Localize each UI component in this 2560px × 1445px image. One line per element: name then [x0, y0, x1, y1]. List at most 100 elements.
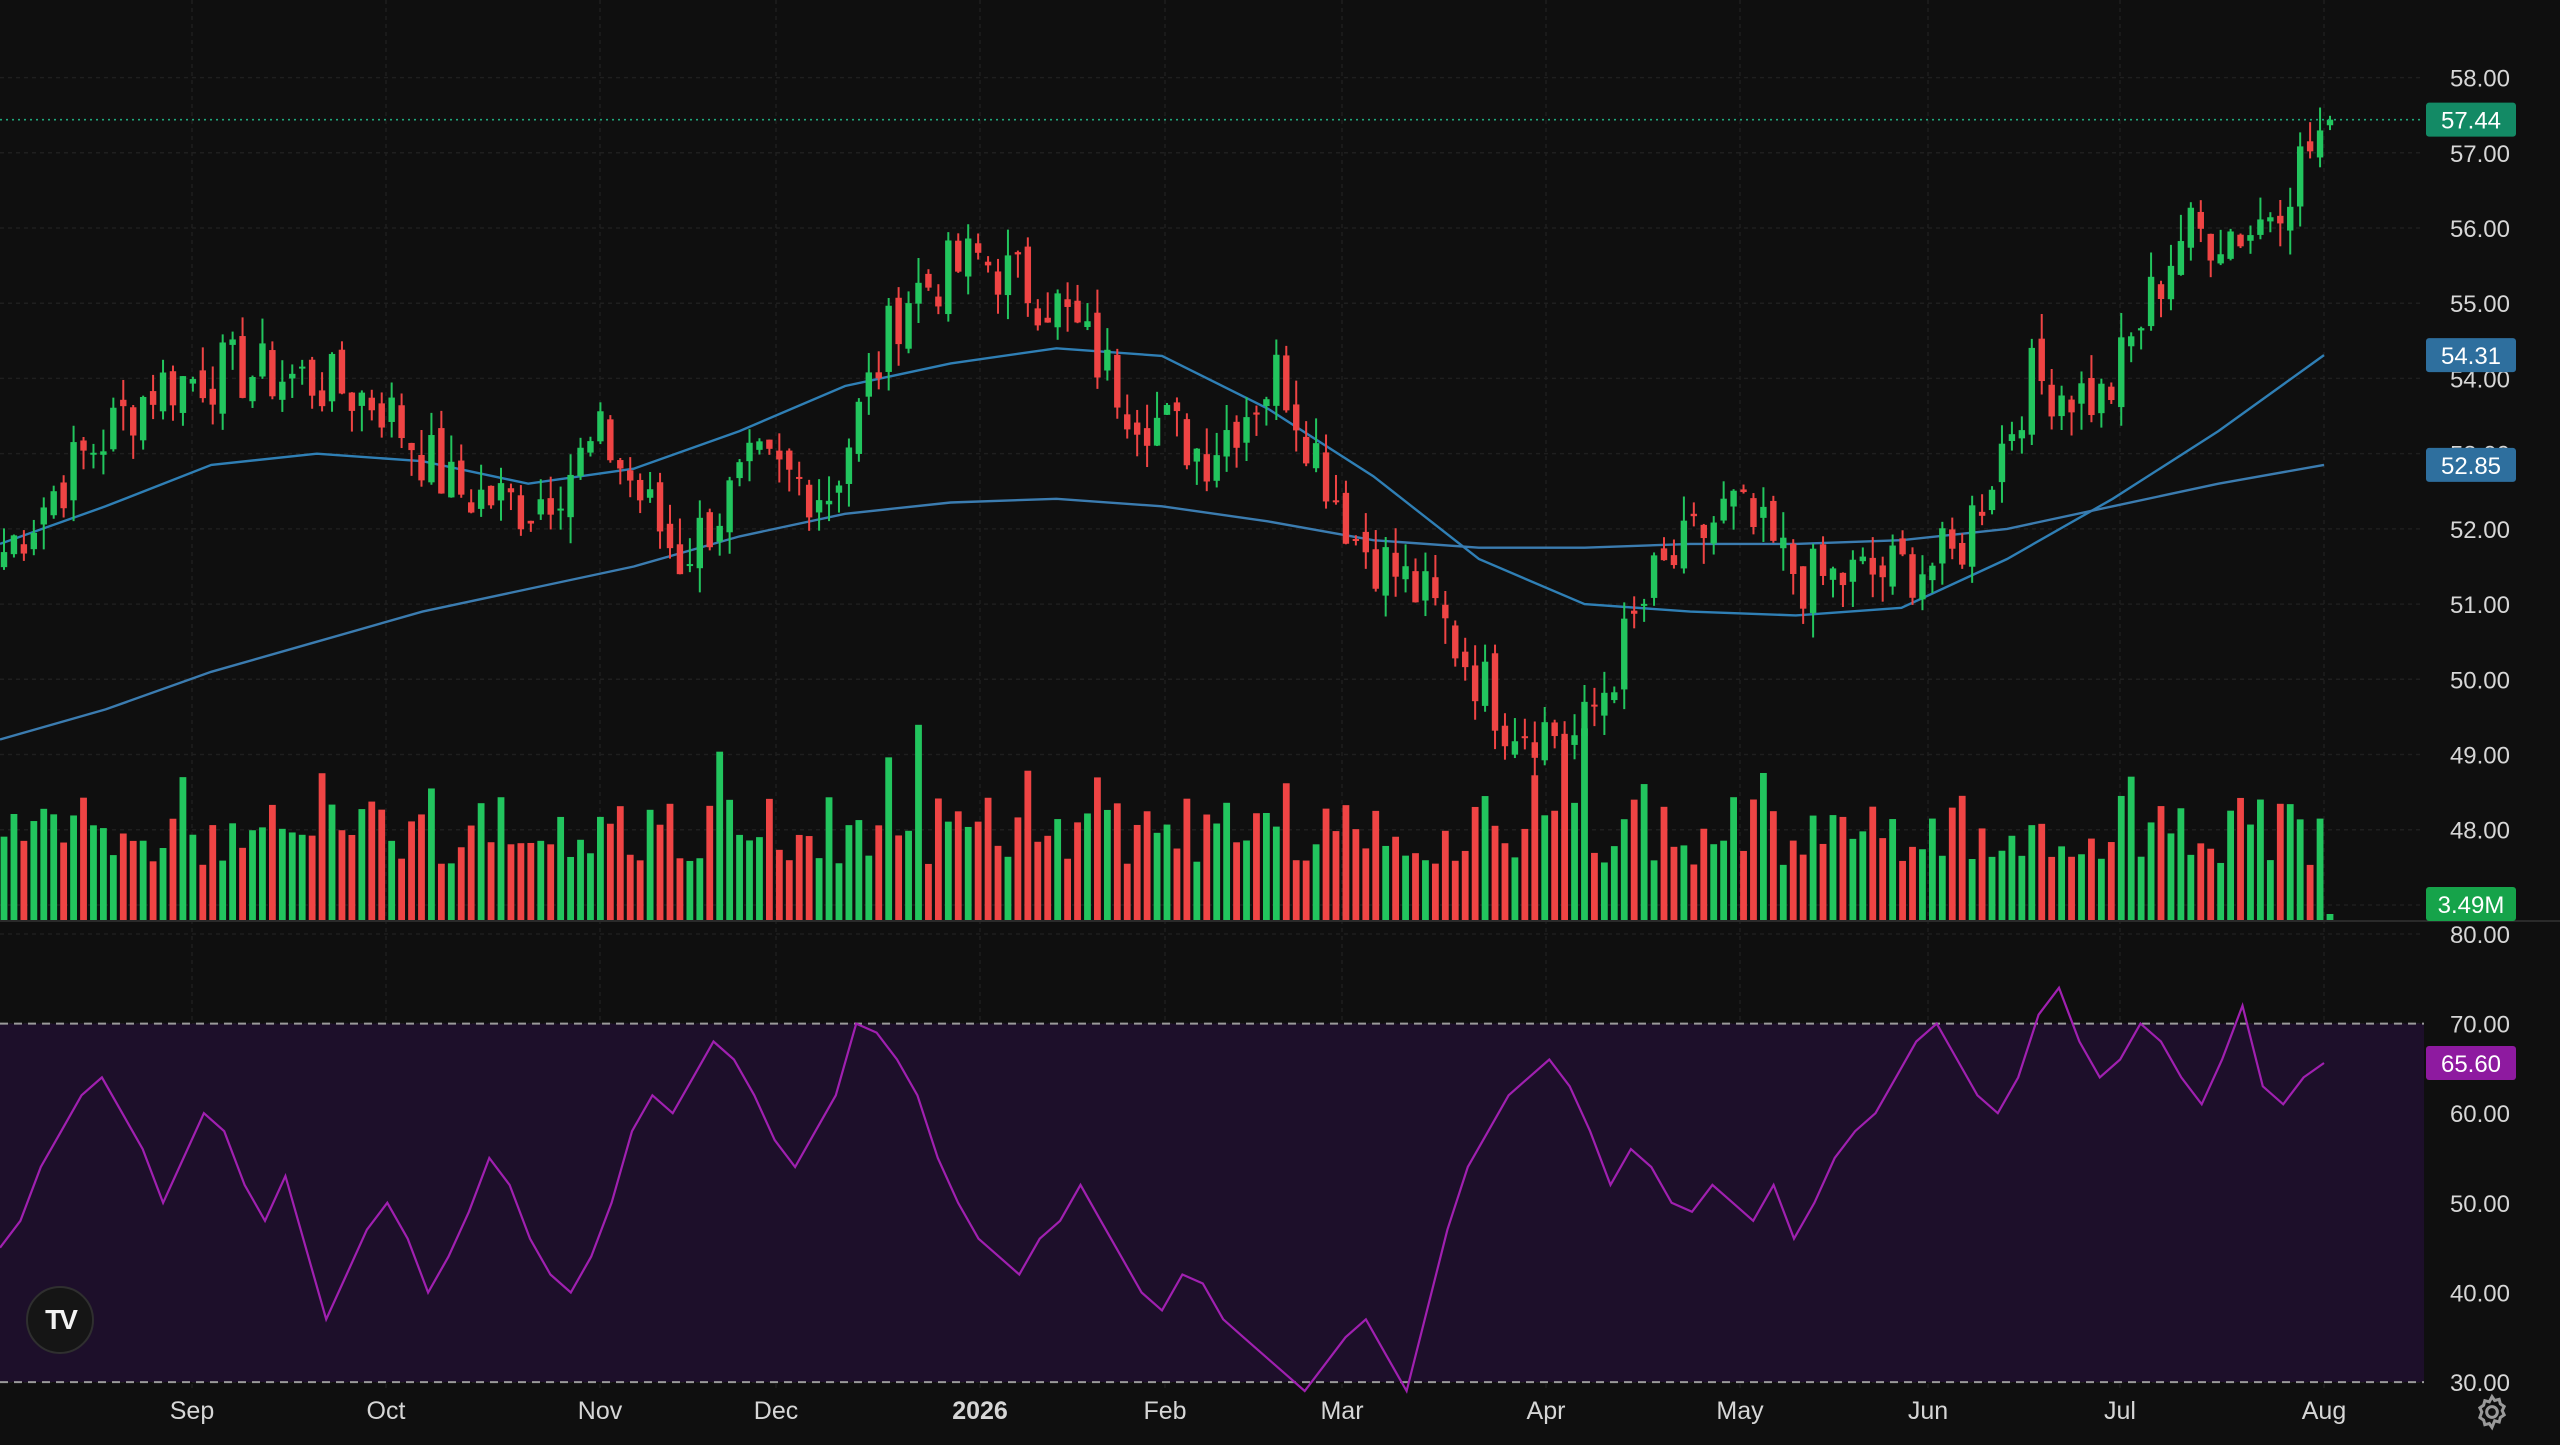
candle-body: [1133, 422, 1141, 435]
volume-bar: [974, 821, 982, 920]
volume-bar: [129, 840, 137, 920]
ma-fast-badge-text: 54.31: [2441, 343, 2501, 370]
volume-bar: [497, 797, 505, 920]
candle-body: [1054, 293, 1061, 328]
volume-bar: [239, 847, 246, 920]
volume-bar: [587, 853, 594, 920]
volume-bar: [527, 842, 535, 920]
volume-bar: [507, 844, 515, 920]
volume-bar: [2187, 854, 2195, 920]
volume-bar: [795, 834, 803, 920]
volume-bar: [984, 797, 992, 920]
volume-bar: [388, 840, 396, 920]
candle-body: [2157, 284, 2165, 300]
candle-body: [1929, 565, 1936, 581]
volume-bar: [1928, 818, 1936, 920]
volume-bar: [915, 724, 922, 920]
candle-body: [1044, 317, 1051, 323]
candle-body: [1760, 506, 1767, 518]
volume-bar: [1163, 824, 1171, 920]
candle-body: [338, 349, 346, 394]
volume-bar: [1769, 811, 1777, 920]
volume-bar: [785, 860, 793, 920]
candle-body: [1531, 742, 1538, 758]
candle-body: [577, 447, 584, 477]
volume-bar: [756, 837, 763, 920]
candle-body: [2147, 276, 2155, 327]
time-axis[interactable]: Sep Oct Nov Dec 2026 Feb Mar Apr May Jun Jul Aug: [170, 1397, 2346, 1425]
rsi-axis[interactable]: 80.00 70.00 60.00 50.00 40.00 30.00: [2450, 922, 2510, 1397]
rsi-band-fill: [0, 1023, 2424, 1383]
volume-bar: [1094, 777, 1101, 920]
candle-body: [1094, 312, 1101, 378]
candle-body: [1680, 520, 1688, 569]
candle-body: [2296, 146, 2304, 207]
rsi-tick-label: 30.00: [2450, 1370, 2510, 1397]
volume-bar: [1382, 845, 1390, 920]
tradingview-logo-icon[interactable]: TV: [26, 1286, 94, 1354]
rsi-badge-bg: [2426, 1046, 2516, 1081]
candle-body: [636, 479, 644, 501]
volume-bar: [746, 840, 753, 920]
candle-body: [458, 460, 465, 495]
volume-bar: [1730, 797, 1737, 920]
volume-bar: [1183, 798, 1191, 920]
candle-body: [1859, 556, 1867, 562]
candle-body: [259, 343, 266, 377]
volume-bar: [1103, 809, 1111, 920]
volume-bar: [1332, 831, 1340, 920]
rsi-line: [0, 985, 2325, 1394]
candle-body: [1382, 547, 1389, 596]
candle-body: [825, 500, 833, 505]
volume-bar: [338, 830, 346, 920]
candle-body: [1799, 566, 1807, 609]
volume-bar: [1292, 860, 1300, 920]
candle-body: [646, 489, 654, 498]
candle-body: [10, 535, 18, 555]
candle-body: [1959, 542, 1966, 565]
moving-averages: [0, 347, 2325, 741]
candle-body: [1283, 355, 1290, 411]
candle-body: [1462, 651, 1469, 668]
volume-bar: [825, 797, 833, 920]
candle-body: [2247, 235, 2254, 241]
candle-body: [865, 372, 872, 397]
candle-body: [1700, 524, 1707, 539]
candle-body: [815, 500, 823, 513]
rsi-badge: 65.60: [2426, 1046, 2516, 1081]
candle-body: [1004, 255, 1012, 296]
volume-bar: [557, 816, 565, 920]
candles: [0, 107, 2334, 783]
volume-bar: [895, 835, 903, 920]
ma-slow-badge-text: 52.85: [2441, 453, 2501, 480]
price-axis[interactable]: 58.0057.0056.0055.0054.0053.0052.0051.00…: [2450, 66, 2510, 920]
volume-bar: [2197, 843, 2205, 920]
candle-body: [776, 450, 783, 460]
volume-bar: [437, 863, 445, 920]
volume-bar: [2296, 819, 2304, 920]
candle-body: [2197, 211, 2204, 229]
candle-body: [477, 489, 485, 509]
gear-icon[interactable]: [2472, 1392, 2512, 1432]
price-badge-text: 57.44: [2441, 108, 2501, 135]
price-tick-label: 56.00: [2450, 216, 2510, 243]
rsi-tick-label: 60.00: [2450, 1101, 2510, 1128]
time-tick-label: May: [1716, 1397, 1764, 1425]
candle-body: [1611, 692, 1618, 701]
volume-bar: [1422, 860, 1429, 920]
candle-body: [1362, 531, 1370, 553]
candle-body: [1412, 571, 1419, 603]
candle-body: [130, 407, 137, 436]
candle-body: [1889, 545, 1896, 587]
candle-body: [2018, 430, 2026, 439]
candle-body: [279, 381, 286, 400]
time-tick-label: Apr: [1527, 1397, 1566, 1425]
candle-body: [1064, 299, 1071, 307]
time-tick-label: 2026: [952, 1397, 1008, 1425]
candle-body: [1839, 572, 1847, 586]
volume-bar: [1700, 828, 1708, 920]
volume-bar: [944, 821, 952, 920]
volume-bar: [249, 830, 256, 920]
volume-bar: [1998, 850, 2006, 920]
